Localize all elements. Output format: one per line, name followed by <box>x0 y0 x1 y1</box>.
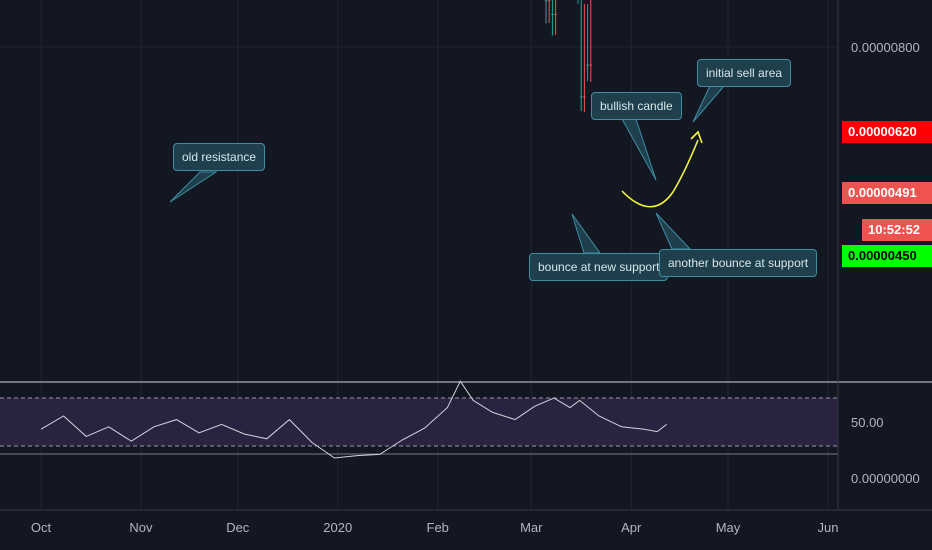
time-tick-label: May <box>716 520 741 535</box>
rsi-series <box>40 380 668 459</box>
rsi-line <box>40 380 668 459</box>
time-tick-label: Oct <box>31 520 52 535</box>
overlays <box>169 85 726 254</box>
pointer-old-resistance <box>169 171 218 203</box>
sell-level-price-badge: 0.00000620 <box>842 121 932 143</box>
note-bounce-new-support[interactable]: bounce at new support <box>529 253 669 281</box>
price-tick-label: 0.00000800 <box>851 40 920 55</box>
time-axis: Oct Nov Dec 2020 Feb Mar Apr May Jun <box>31 520 839 535</box>
candle <box>583 96 586 98</box>
rsi-tick-label: 0.00000000 <box>851 471 920 486</box>
time-tick-label: Apr <box>621 520 642 535</box>
time-tick-label: 2020 <box>323 520 352 535</box>
candles <box>544 0 592 112</box>
countdown-badge: 10:52:52 <box>862 219 932 241</box>
last-price-badge: 0.00000491 <box>842 182 932 204</box>
candle <box>580 96 583 98</box>
candle <box>544 0 548 2</box>
time-tick-label: Jun <box>818 520 839 535</box>
pointer-bounce-new-support <box>571 213 601 254</box>
rsi-band <box>0 398 838 446</box>
candle <box>554 13 557 15</box>
candle <box>548 0 551 2</box>
projection-arrow <box>621 139 699 208</box>
pointer-another-bounce <box>655 212 692 250</box>
support-level-price-badge: 0.00000450 <box>842 245 932 267</box>
pointer-initial-sell <box>692 85 726 123</box>
time-tick-label: Mar <box>520 520 543 535</box>
candle <box>589 64 592 66</box>
note-initial-sell-area[interactable]: initial sell area <box>697 59 792 87</box>
pointer-bullish-candle <box>621 118 657 181</box>
price-axis: 0.000008000.000002500.0000010050.000.000… <box>851 40 920 486</box>
rsi-tick-label: 50.00 <box>851 415 884 430</box>
note-another-bounce[interactable]: another bounce at support <box>659 249 818 277</box>
time-tick-label: Feb <box>427 520 449 535</box>
projection-arrow-head <box>690 130 703 144</box>
time-tick-label: Dec <box>226 520 250 535</box>
note-old-resistance[interactable]: old resistance <box>173 143 266 171</box>
time-tick-label: Nov <box>129 520 153 535</box>
candle <box>551 13 554 15</box>
candle <box>586 64 589 66</box>
note-bullish-candle[interactable]: bullish candle <box>591 92 682 120</box>
